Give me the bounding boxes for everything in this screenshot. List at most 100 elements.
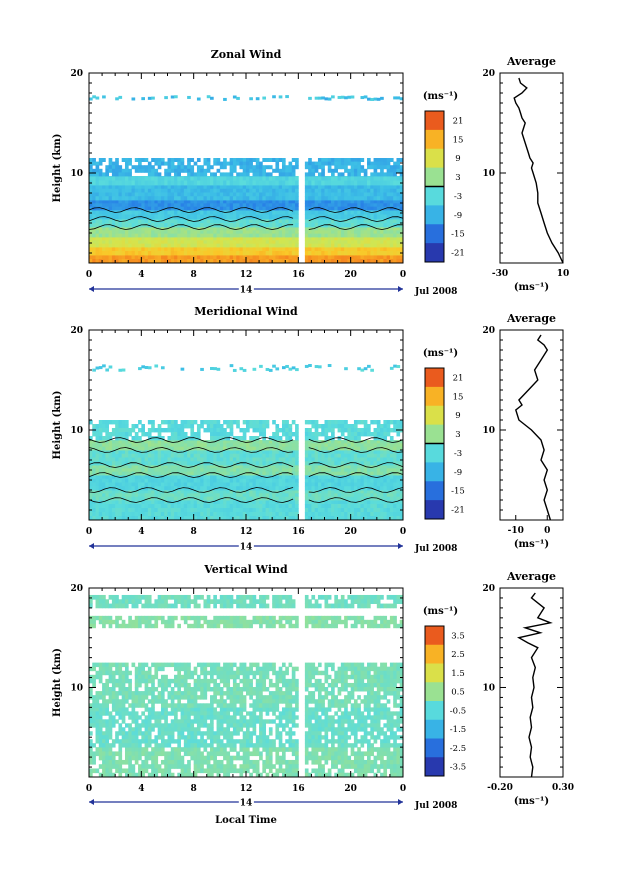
heatmap-cell [380, 196, 384, 201]
heatmap-cell [128, 251, 132, 256]
heatmap-cell [252, 214, 257, 220]
heatmap-cell [121, 206, 126, 211]
heatmap-cell [141, 443, 145, 448]
heatmap-cell [321, 443, 325, 448]
heatmap-cell [219, 188, 224, 193]
heatmap-cell [314, 443, 319, 448]
heatmap-cell [213, 233, 217, 238]
heatmap-cell [124, 192, 129, 197]
heatmap-cell [262, 490, 267, 494]
heatmap-cell [252, 508, 257, 513]
heatmap-cell [389, 240, 394, 245]
heatmap-cell [344, 461, 348, 466]
heatmap-cell [363, 453, 368, 458]
heatmap-cell [291, 233, 296, 238]
heatmap-cell [102, 172, 106, 177]
heatmap-cell [317, 165, 322, 170]
heatmap-cell [196, 461, 201, 466]
heatmap-cell [327, 165, 332, 170]
heatmap-cell [288, 424, 293, 429]
heatmap-cell [396, 424, 401, 429]
heatmap-cell [219, 210, 224, 215]
heatmap-cell [170, 168, 175, 173]
heatmap-cell [383, 200, 388, 204]
heatmap-cell [373, 172, 378, 177]
heatmap-cell [321, 203, 325, 208]
heatmap-cell [331, 424, 335, 429]
heatmap-cell [177, 185, 181, 190]
heatmap-cell [121, 255, 126, 260]
heatmap-cell [383, 496, 388, 501]
heatmap-cell [242, 180, 247, 186]
heatmap-cell [147, 180, 152, 186]
heatmap-cell [210, 468, 214, 473]
heatmap-cell [223, 512, 227, 517]
heatmap-cell [154, 490, 159, 494]
heatmap-cell [236, 210, 240, 215]
heatmap-cell [108, 446, 113, 451]
heatmap-cell [160, 210, 165, 215]
heatmap-cell [373, 490, 378, 494]
heatmap-cell [98, 259, 103, 264]
heatmap-cell [389, 185, 394, 190]
heatmap-cell [389, 453, 394, 458]
heatmap-cell [95, 259, 100, 264]
heatmap-cell [386, 516, 391, 521]
heatmap-cell [308, 172, 312, 177]
heatmap-cell [223, 478, 227, 483]
heatmap-cell [180, 443, 185, 448]
heatmap-cell [138, 486, 142, 491]
heatmap-cell [154, 158, 159, 162]
heatmap-cell [334, 478, 338, 483]
heatmap-cell [314, 192, 319, 197]
heatmap-cell [291, 450, 296, 455]
heatmap-cell [160, 237, 165, 241]
heatmap-cell [151, 233, 155, 238]
heatmap-cell [128, 516, 132, 521]
heatmap-cell [347, 185, 352, 190]
heatmap-cell [89, 446, 93, 451]
heatmap-cell [183, 200, 188, 204]
heatmap-cell [399, 185, 404, 190]
heatmap-cell [334, 496, 338, 501]
heatmap-cell [213, 223, 217, 228]
heatmap-cell [399, 97, 404, 101]
heatmap-cell [219, 192, 224, 197]
heatmap-cell [183, 210, 188, 215]
heatmap-cell [353, 461, 358, 466]
heatmap-cell [255, 214, 260, 220]
heatmap-cell [105, 468, 110, 473]
heatmap-cell [141, 247, 145, 252]
heatmap-cell [367, 176, 371, 181]
heatmap-cell [376, 493, 381, 498]
heatmap-cell [317, 496, 322, 501]
heatmap-cell [252, 465, 257, 469]
heatmap-cell [314, 196, 319, 201]
heatmap-cell [268, 172, 273, 177]
heatmap-cell [317, 243, 322, 248]
heatmap-cell [236, 443, 240, 448]
heatmap-cell [376, 424, 381, 429]
heatmap-cell [344, 420, 348, 425]
heatmap-cell [380, 206, 384, 211]
heatmap-cell [304, 512, 309, 517]
heatmap-cell [344, 251, 348, 256]
heatmap-cell [278, 508, 283, 513]
heatmap-cell [389, 457, 394, 462]
heatmap-cell [380, 255, 384, 260]
heatmap-cell [239, 486, 244, 491]
heatmap-cell [308, 237, 312, 241]
heatmap-cell [183, 446, 188, 451]
heatmap-cell [331, 468, 335, 473]
heatmap-cell [223, 176, 227, 181]
heatmap-cell [180, 512, 185, 517]
heatmap-cell [160, 443, 165, 448]
heatmap-cell [102, 188, 106, 193]
heatmap-cell [327, 482, 332, 487]
heatmap-cell [344, 247, 348, 252]
heatmap-cell [128, 482, 132, 487]
heatmap-cell [164, 453, 168, 458]
heatmap-cell [232, 203, 237, 208]
heatmap-cell [281, 185, 286, 190]
